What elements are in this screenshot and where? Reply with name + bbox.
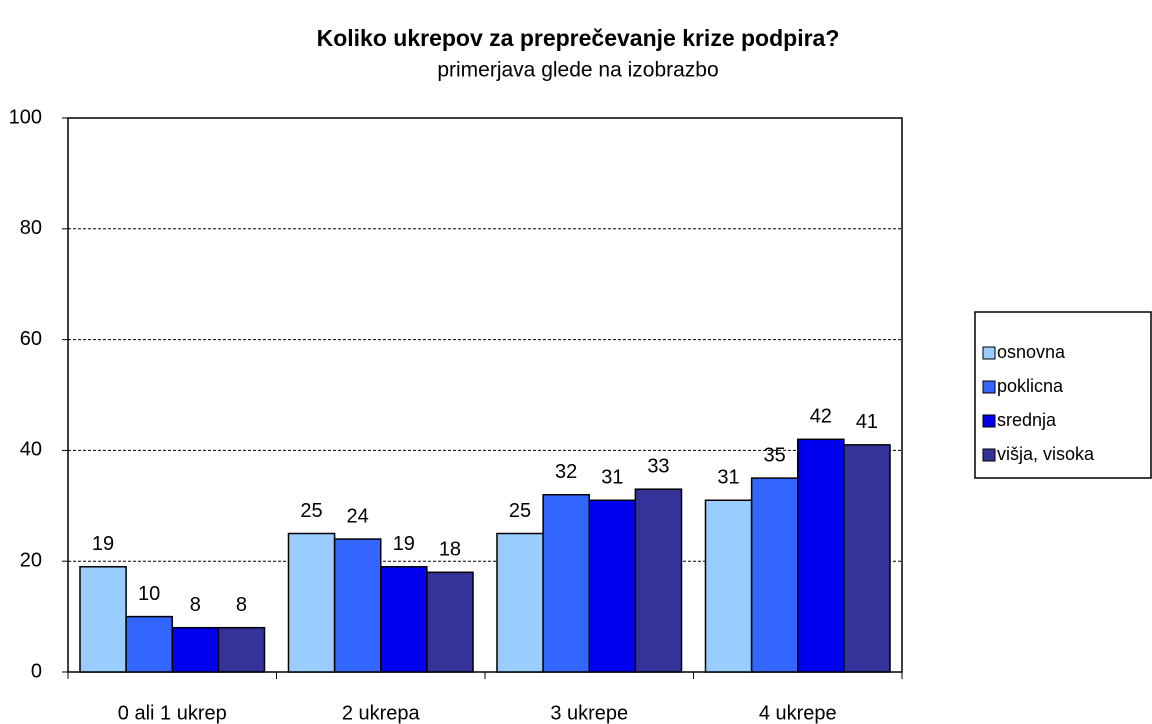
legend-swatch	[982, 380, 996, 394]
value-label: 31	[717, 467, 739, 489]
y-tick-label: 80	[20, 217, 42, 239]
value-label: 18	[439, 539, 461, 561]
bar	[542, 493, 591, 673]
bar	[79, 565, 127, 673]
bar	[634, 488, 683, 673]
chart-subtitle: primerjava glede na izobrazbo	[437, 59, 718, 82]
legend-box	[974, 311, 1152, 479]
y-tick-label: 100	[9, 106, 42, 128]
bar	[588, 499, 637, 673]
value-label: 10	[138, 583, 160, 605]
bar	[125, 615, 174, 673]
bar	[843, 444, 891, 673]
y-tick-label: 60	[20, 328, 42, 350]
value-label: 35	[764, 444, 786, 466]
value-label: 24	[347, 505, 369, 527]
bar	[496, 532, 544, 673]
x-tick-label: 4 ukrepe	[759, 702, 837, 724]
legend-label: višja, visoka	[997, 444, 1095, 464]
bar	[797, 438, 845, 673]
value-label: 8	[190, 594, 201, 616]
y-tick-label: 0	[31, 660, 42, 682]
legend-swatch	[982, 414, 996, 428]
value-label: 25	[509, 500, 531, 522]
value-label: 32	[555, 461, 577, 483]
x-tick-label: 2 ukrepa	[342, 702, 421, 724]
bar	[287, 532, 336, 673]
x-tick-label: 3 ukrepe	[550, 702, 628, 724]
value-label: 33	[647, 455, 669, 477]
bar	[380, 565, 428, 673]
value-label: 25	[300, 500, 322, 522]
value-label: 42	[810, 406, 832, 428]
y-tick-label: 20	[20, 549, 42, 571]
bar	[704, 499, 753, 673]
x-tick-label: 0 ali 1 ukrep	[118, 702, 227, 724]
value-label: 19	[393, 533, 415, 555]
value-label: 19	[92, 533, 114, 555]
bar	[217, 626, 266, 673]
bar	[426, 571, 474, 673]
bar	[333, 538, 382, 673]
legend-label: osnovna	[997, 342, 1066, 362]
legend-swatch	[982, 346, 996, 360]
chart-title: Koliko ukrepov za preprečevanje krize po…	[317, 25, 840, 51]
value-label: 41	[856, 411, 878, 433]
legend-swatch	[982, 448, 996, 462]
value-label: 8	[236, 594, 247, 616]
legend-label: poklicna	[997, 376, 1064, 396]
bar	[750, 477, 799, 673]
y-tick-label: 40	[20, 439, 42, 461]
value-label: 31	[601, 467, 623, 489]
bar	[171, 626, 220, 673]
legend-label: srednja	[997, 410, 1057, 430]
